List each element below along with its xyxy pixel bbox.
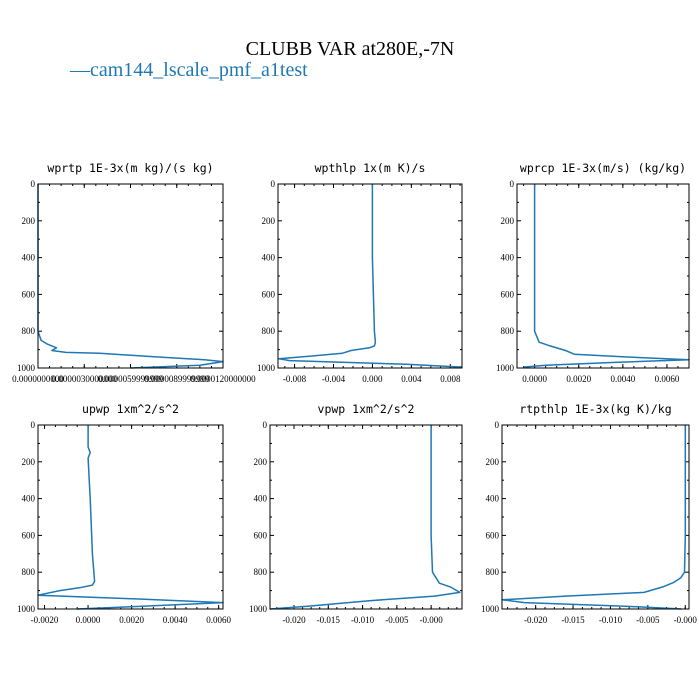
- chart-panel-2: wpthlp 1x(m K)/s 0 200 400 600 800 1000 -0.008 -…: [257, 161, 463, 384]
- x-tick-label: -0.010: [599, 615, 623, 625]
- legend: — cam144_lscale_pmf_a1test: [69, 59, 308, 81]
- chart-panel-3: wprcp 1E-3x(m/s) (kg/kg) 0 200 400 600 800 100…: [496, 161, 690, 384]
- y-tick-label: 200: [501, 216, 515, 226]
- x-tick-label: 0.0040: [610, 374, 635, 384]
- legend-mark: —: [69, 59, 91, 81]
- series-line-1: [37, 184, 224, 369]
- plot-frame: [269, 424, 463, 610]
- x-tick-label: -0.015: [561, 615, 585, 625]
- y-tick-label: 600: [486, 530, 500, 540]
- y-tick-label: 0: [263, 420, 268, 430]
- y-tick-label: 400: [22, 253, 36, 263]
- x-tick-label: -0.004: [322, 374, 346, 384]
- series-line-1: [278, 184, 463, 368]
- chart-panels: wprtp 1E-3x(m kg)/(s kg) 0 200 400 600 800 100…: [12, 161, 697, 625]
- y-tick-label: 1000: [17, 604, 36, 614]
- y-tick-label: 1000: [257, 363, 276, 373]
- y-tick-label: 0: [31, 420, 36, 430]
- y-tick-label: 600: [254, 530, 268, 540]
- x-tick-label: -0.015: [317, 615, 341, 625]
- y-tick-label: 800: [486, 567, 500, 577]
- x-tick-label: -0.000: [674, 615, 698, 625]
- x-tick-label: 0.0060: [206, 615, 231, 625]
- panel-title: wpthlp 1x(m K)/s: [315, 161, 426, 175]
- x-tick-label: 0.0000: [522, 374, 547, 384]
- x-tick-label: 0.0020: [566, 374, 591, 384]
- plot-frame: [37, 183, 224, 369]
- y-tick-label: 600: [262, 289, 276, 299]
- y-tick-label: 800: [254, 567, 268, 577]
- series-line-1: [501, 425, 687, 610]
- y-tick-label: 800: [262, 326, 276, 336]
- y-tick-label: 600: [22, 289, 36, 299]
- y-tick-label: 0: [271, 179, 276, 189]
- x-tick-label: 0.000: [362, 374, 383, 384]
- y-tick-label: 400: [262, 253, 276, 263]
- y-tick-label: 0: [510, 179, 515, 189]
- x-tick-label: 0.0040: [163, 615, 188, 625]
- chart-panel-5: vpwp 1xm^2/s^2 0 200 400 600 800 1000 -0.020 -0.…: [249, 402, 463, 625]
- y-tick-label: 400: [254, 494, 268, 504]
- y-tick-label: 1000: [481, 604, 500, 614]
- plot-frame: [37, 424, 224, 610]
- y-tick-label: 600: [22, 530, 36, 540]
- x-tick-label: 0.0000120000000: [190, 374, 256, 384]
- x-tick-label: 0.004: [401, 374, 422, 384]
- x-tick-label: -0.0020: [31, 615, 59, 625]
- series-line-1: [37, 425, 224, 610]
- y-tick-label: 1000: [17, 363, 36, 373]
- x-tick-label: 0.0000089999999: [144, 374, 210, 384]
- x-tick-label: -0.020: [524, 615, 548, 625]
- x-tick-label: 0.0000000000: [12, 374, 64, 384]
- y-tick-label: 1000: [496, 363, 515, 373]
- legend-label: cam144_lscale_pmf_a1test: [90, 59, 308, 81]
- x-tick-label: 0.0000: [76, 615, 101, 625]
- chart-panel-1: wprtp 1E-3x(m kg)/(s kg) 0 200 400 600 800 100…: [12, 161, 256, 384]
- x-tick-label: 0.0000030000000: [52, 374, 118, 384]
- chart-panel-4: upwp 1xm^2/s^2 0 200 400 600 800 1000-0.0020 0.…: [17, 402, 232, 625]
- plot-frame: [501, 424, 690, 610]
- y-tick-label: 800: [22, 326, 36, 336]
- panel-title: vpwp 1xm^2/s^2: [318, 402, 415, 416]
- y-tick-label: 200: [254, 457, 268, 467]
- y-tick-label: 200: [486, 457, 500, 467]
- x-tick-label: 0.008: [440, 374, 461, 384]
- panel-title: upwp 1xm^2/s^2: [82, 402, 179, 416]
- y-tick-label: 1000: [249, 604, 268, 614]
- x-tick-label: -0.000: [420, 615, 444, 625]
- chart-panel-6: rtpthlp 1E-3x(kg K)/kg 0 200 400 600 800 1000 -…: [481, 402, 697, 625]
- x-tick-label: 0.0060: [655, 374, 680, 384]
- panel-title: wprcp 1E-3x(m/s) (kg/kg): [520, 161, 686, 175]
- y-tick-label: 200: [262, 216, 276, 226]
- x-tick-label: -0.005: [385, 615, 409, 625]
- series-line-1: [269, 425, 461, 610]
- series-line-1: [523, 184, 690, 368]
- x-tick-label: -0.005: [636, 615, 660, 625]
- x-tick-label: -0.010: [351, 615, 375, 625]
- y-tick-label: 400: [501, 253, 515, 263]
- y-tick-label: 200: [22, 457, 36, 467]
- x-tick-label: 0.0000059999999: [98, 374, 164, 384]
- y-tick-label: 0: [31, 179, 36, 189]
- y-tick-label: 400: [22, 494, 36, 504]
- plot-frame: [277, 183, 463, 369]
- y-tick-label: 200: [22, 216, 36, 226]
- y-tick-label: 400: [486, 494, 500, 504]
- y-tick-label: 0: [495, 420, 500, 430]
- x-tick-label: -0.008: [283, 374, 307, 384]
- x-tick-label: -0.020: [282, 615, 306, 625]
- panel-title: wprtp 1E-3x(m kg)/(s kg): [47, 161, 213, 175]
- panel-title: rtpthlp 1E-3x(kg K)/kg: [519, 402, 671, 416]
- figure-title: CLUBB VAR at280E,-7N: [246, 38, 455, 60]
- y-tick-label: 800: [501, 326, 515, 336]
- y-tick-label: 800: [22, 567, 36, 577]
- plot-frame: [516, 183, 690, 369]
- x-tick-label: 0.0020: [119, 615, 144, 625]
- y-tick-label: 600: [501, 289, 515, 299]
